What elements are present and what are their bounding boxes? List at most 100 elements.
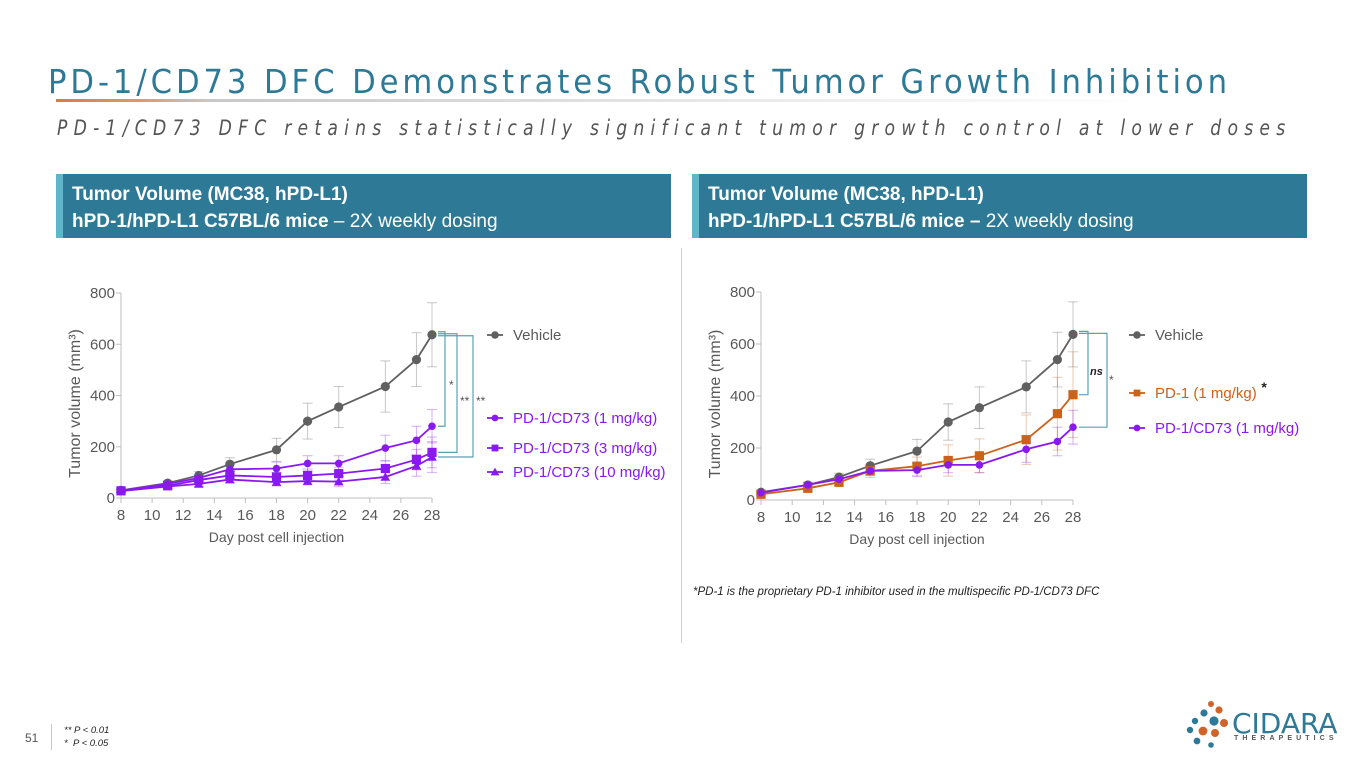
data-point (428, 422, 436, 431)
data-point (333, 476, 344, 486)
x-tick-label: 18 (268, 507, 285, 524)
x-tick-label: 8 (757, 509, 765, 526)
right-header-line1: Tumor Volume (MC38, hPD-L1) (708, 184, 984, 205)
significance-bracket (1079, 332, 1108, 428)
left-header-line1: Tumor Volume (MC38, hPD-L1) (72, 184, 348, 205)
data-point (380, 472, 391, 481)
data-point (974, 403, 985, 413)
significance-label: * (1109, 373, 1114, 387)
data-point (1022, 445, 1030, 454)
pvalue-legend: ** P < 0.01 * P < 0.05 (64, 724, 109, 750)
legend-label: PD-1/CD73 (1 mg/kg) (1155, 420, 1299, 437)
left-panel-header: Tumor Volume (MC38, hPD-L1) hPD-1/hPD-L1… (56, 174, 671, 238)
data-point (427, 330, 437, 340)
y-tick-label: 600 (90, 336, 115, 353)
legend-asterisk: * (1261, 379, 1267, 395)
legend-item: PD-1/CD73 (1 mg/kg) (1129, 420, 1299, 437)
y-tick-label: 0 (107, 490, 115, 507)
series-line-1 (760, 394, 1074, 496)
data-point (866, 467, 874, 475)
y-axis-label: Tumor volume (mm³) (707, 330, 724, 479)
data-point (1053, 437, 1062, 446)
x-tick-label: 20 (299, 507, 316, 524)
y-tick-label: 200 (90, 439, 115, 456)
cidara-logo-tagline: THERAPEUTICS (1234, 735, 1338, 742)
data-point (804, 481, 812, 489)
data-point (411, 454, 422, 465)
series-line-3 (120, 456, 433, 492)
data-point (943, 455, 953, 466)
y-axis-label: Tumor volume (mm³) (67, 329, 84, 478)
data-point (412, 436, 421, 445)
legend-label: PD-1/CD73 (1 mg/kg) (513, 410, 657, 427)
x-tick-label: 24 (361, 507, 378, 524)
data-point (334, 469, 344, 479)
data-point (835, 475, 843, 484)
legend-marker (491, 444, 499, 452)
x-tick-label: 10 (144, 507, 161, 524)
data-point (380, 381, 390, 392)
right-panel-header: Tumor Volume (MC38, hPD-L1) hPD-1/hPD-L1… (692, 174, 1307, 238)
series-line-0 (760, 333, 1074, 494)
slide-subtitle: PD-1/CD73 DFC retains statistically sign… (57, 116, 1292, 140)
significance-bracket (438, 333, 458, 453)
x-axis-label: Day post cell injection (849, 531, 984, 547)
y-tick-label: 200 (730, 440, 755, 457)
data-point (912, 446, 922, 456)
x-axis-label: Day post cell injection (209, 529, 344, 545)
legend-label: Vehicle (1155, 327, 1203, 344)
x-tick-label: 10 (784, 509, 801, 526)
y-tick-label: 400 (90, 388, 115, 405)
x-tick-label: 14 (846, 509, 863, 526)
data-point (975, 461, 984, 469)
x-tick-label: 24 (1002, 509, 1019, 526)
legend-item: Vehicle (487, 327, 561, 344)
legend-marker (491, 331, 499, 339)
x-tick-label: 8 (117, 507, 125, 524)
legend-label: Vehicle (513, 327, 561, 344)
data-point (380, 463, 390, 474)
significance-bracket (438, 335, 474, 458)
y-tick-label: 800 (730, 284, 755, 301)
data-point (1021, 382, 1031, 392)
series-line-2 (760, 426, 1074, 494)
data-point (427, 452, 437, 461)
x-tick-label: 26 (1033, 509, 1050, 526)
data-point (411, 461, 422, 470)
series-line-0 (120, 334, 433, 492)
x-tick-label: 28 (424, 507, 441, 524)
data-point (1052, 409, 1062, 419)
y-tick-label: 800 (90, 285, 115, 302)
left-header-line2-bold: hPD-1/hPD-L1 C57BL/6 mice (72, 211, 329, 232)
data-point (116, 486, 126, 495)
page-number: 51 (25, 731, 39, 745)
pvalue-note-005: * P < 0.05 (64, 738, 109, 749)
legend-item: Vehicle (1129, 327, 1203, 344)
data-point (272, 464, 281, 473)
x-tick-label: 22 (971, 509, 988, 526)
data-point (1021, 435, 1031, 445)
series-line-2 (120, 451, 433, 492)
data-point (757, 488, 765, 497)
slide-title: PD-1/CD73 DFC Demonstrates Robust Tumor … (48, 62, 1231, 101)
data-point (334, 402, 344, 412)
right-header-line2-rest: 2X weekly dosing (980, 211, 1134, 232)
significance-label: ** (460, 394, 470, 408)
data-point (271, 477, 282, 486)
legend-marker (491, 414, 499, 422)
data-point (1052, 355, 1062, 365)
x-tick-label: 12 (815, 509, 832, 526)
x-tick-label: 28 (1065, 509, 1082, 526)
legend-item: PD-1/CD73 (3 mg/kg) (487, 440, 657, 457)
data-point (271, 472, 282, 482)
right-header-line2-bold: hPD-1/hPD-L1 C57BL/6 mice – (708, 211, 981, 232)
legend-marker (490, 467, 500, 476)
x-tick-label: 22 (330, 507, 347, 524)
data-point (303, 470, 313, 481)
data-point (1068, 329, 1078, 339)
x-tick-label: 18 (909, 509, 926, 526)
x-tick-label: 20 (940, 509, 957, 526)
pd1-footnote: *PD-1 is the proprietary PD-1 inhibitor … (693, 586, 1100, 598)
